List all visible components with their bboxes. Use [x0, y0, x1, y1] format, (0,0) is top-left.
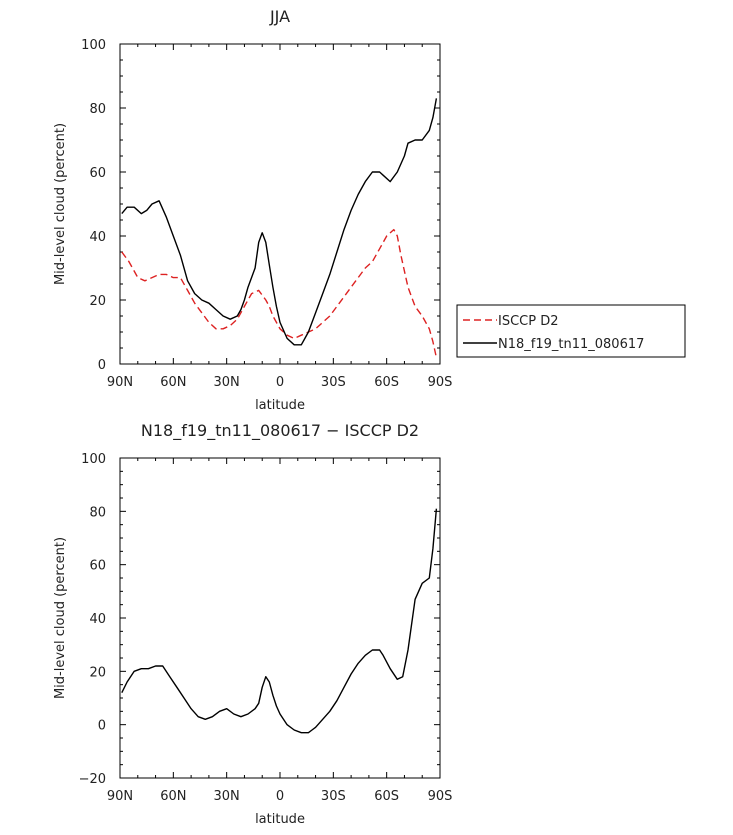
- legend-box: [456, 304, 686, 358]
- y-tick-label: 40: [89, 612, 106, 627]
- x-tick-label: 90N: [107, 375, 133, 390]
- plot-frame: [119, 43, 441, 365]
- x-tick-label: 60S: [374, 789, 399, 804]
- x-axis-label: latitude: [255, 398, 305, 413]
- y-tick-label: 20: [89, 665, 106, 680]
- x-tick-label: 0: [276, 375, 284, 390]
- legend-label-2: N18_f19_tn11_080617: [498, 337, 644, 352]
- y-tick-label: 60: [89, 559, 106, 574]
- y-tick-label: 80: [89, 102, 106, 117]
- legend: ISCCP D2 N18_f19_tn11_080617: [456, 304, 686, 358]
- y-tick-label: 80: [89, 505, 106, 520]
- y-tick-label: 60: [89, 166, 106, 181]
- x-tick-label: 90N: [107, 789, 133, 804]
- series-line-1: [121, 508, 438, 734]
- y-axis-label: Mid-level cloud (percent): [53, 537, 68, 699]
- x-tick-label: 30S: [321, 789, 346, 804]
- y-tick-label: 0: [98, 358, 106, 373]
- y-axis-label: Mid-level cloud (percent): [53, 123, 68, 285]
- series-line-2: [121, 98, 438, 346]
- x-tick-label: 0: [276, 789, 284, 804]
- series-line-1: [121, 228, 438, 358]
- x-axis-label: latitude: [255, 812, 305, 827]
- y-tick-label: 0: [98, 719, 106, 734]
- chart-title: N18_f19_tn11_080617 − ISCCP D2: [141, 421, 419, 441]
- y-tick-label: 20: [89, 294, 106, 309]
- y-tick-label: 100: [81, 38, 106, 53]
- x-tick-label: 90S: [428, 375, 453, 390]
- x-tick-label: 90S: [428, 789, 453, 804]
- x-tick-label: 60N: [160, 789, 186, 804]
- chart-title: JJA: [269, 7, 290, 26]
- chart-panel-top: JJA 90N 60N 30N 0 30S 60S 90S 0 20 40 60 80 100 latitu…: [53, 7, 452, 413]
- x-tick-label: 60S: [374, 375, 399, 390]
- x-tick-label: 30N: [214, 789, 240, 804]
- y-tick-label: 40: [89, 230, 106, 245]
- chart-panel-bottom: N18_f19_tn11_080617 − ISCCP D2 90N 60N 30N 0…: [53, 421, 452, 827]
- legend-label-1: ISCCP D2: [498, 314, 559, 329]
- y-tick-label: −20: [79, 772, 106, 787]
- x-tick-label: 60N: [160, 375, 186, 390]
- x-tick-label: 30N: [214, 375, 240, 390]
- plot-frame: [119, 457, 441, 779]
- x-tick-label: 30S: [321, 375, 346, 390]
- y-tick-label: 100: [81, 452, 106, 467]
